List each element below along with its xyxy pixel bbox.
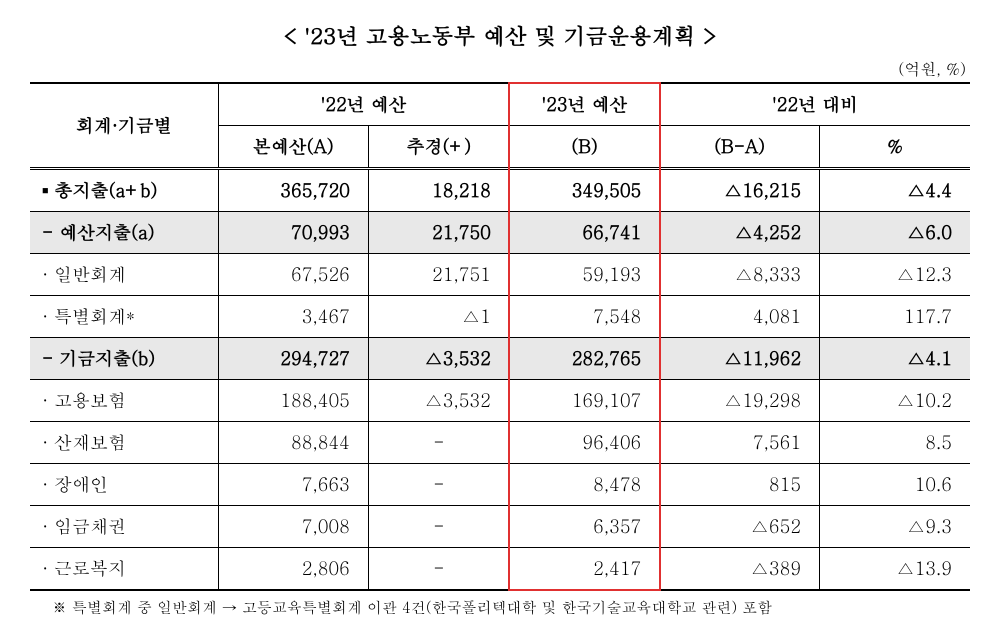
cell-delta: △11,962 [660, 338, 820, 380]
row-label: · 산재보험 [30, 422, 218, 464]
cell-delta: △389 [660, 548, 820, 591]
budget-table: 회계·기금별 '22년 예산 '23년 예산 '22년 대비 본예산(A) 추경… [30, 82, 970, 591]
cell-23b: 7,548 [509, 296, 659, 338]
footnote: ※ 특별회계 중 일반회계 → 고등교육특별회계 이관 4건(한국폴리텍대학 및… [30, 597, 970, 618]
cell-delta: △4,252 [660, 212, 820, 254]
cell-pct: 8.5 [820, 422, 970, 464]
cell-delta: 815 [660, 464, 820, 506]
cell-23b: 8,478 [509, 464, 659, 506]
row-label: - 예산지출(a) [30, 212, 218, 254]
cell-pct: △13.9 [820, 548, 970, 591]
cell-22plus: 18,218 [368, 169, 509, 212]
cell-pct: △12.3 [820, 254, 970, 296]
cell-pct: △6.0 [820, 212, 970, 254]
cell-22a: 70,993 [218, 212, 368, 254]
table-row: - 기금지출(b)294,727△3,532282,765△11,962△4.1 [30, 338, 970, 380]
cell-22a: 88,844 [218, 422, 368, 464]
cell-23b: 96,406 [509, 422, 659, 464]
table-row: · 일반회계67,52621,75159,193△8,333△12.3 [30, 254, 970, 296]
table-row: · 장애인7,663-8,47881510.6 [30, 464, 970, 506]
cell-22plus: - [368, 506, 509, 548]
row-label: · 임금채권 [30, 506, 218, 548]
cell-22plus: △3,532 [368, 338, 509, 380]
header-col-23b: (B) [509, 126, 659, 169]
cell-pct: 117.7 [820, 296, 970, 338]
cell-pct: △4.1 [820, 338, 970, 380]
cell-delta: 4,081 [660, 296, 820, 338]
cell-23b: 169,107 [509, 380, 659, 422]
cell-22plus: 21,751 [368, 254, 509, 296]
row-label: · 고용보험 [30, 380, 218, 422]
table-wrapper: 회계·기금별 '22년 예산 '23년 예산 '22년 대비 본예산(A) 추경… [30, 82, 970, 591]
cell-22plus: △1 [368, 296, 509, 338]
cell-delta: △19,298 [660, 380, 820, 422]
table-row: - 예산지출(a)70,99321,75066,741△4,252△6.0 [30, 212, 970, 254]
table-row: · 근로복지2,806-2,417△389△13.9 [30, 548, 970, 591]
cell-23b: 349,505 [509, 169, 659, 212]
table-row: · 고용보험188,405△3,532169,107△19,298△10.2 [30, 380, 970, 422]
cell-22a: 3,467 [218, 296, 368, 338]
header-group-22: '22년 예산 [218, 83, 509, 126]
cell-delta: △16,215 [660, 169, 820, 212]
row-label: · 근로복지 [30, 548, 218, 591]
cell-pct: △10.2 [820, 380, 970, 422]
header-group-delta: '22년 대비 [660, 83, 970, 126]
cell-delta: △8,333 [660, 254, 820, 296]
cell-22a: 294,727 [218, 338, 368, 380]
cell-22a: 7,008 [218, 506, 368, 548]
cell-23b: 2,417 [509, 548, 659, 591]
header-col-pct: % [820, 126, 970, 169]
cell-22plus: △3,532 [368, 380, 509, 422]
cell-22plus: - [368, 422, 509, 464]
table-row: · 특별회계*3,467△17,5484,081117.7 [30, 296, 970, 338]
row-label: · 특별회계* [30, 296, 218, 338]
table-row: · 임금채권7,008-6,357△652△9.3 [30, 506, 970, 548]
cell-22a: 67,526 [218, 254, 368, 296]
cell-22a: 2,806 [218, 548, 368, 591]
cell-22plus: - [368, 548, 509, 591]
cell-22a: 365,720 [218, 169, 368, 212]
cell-23b: 6,357 [509, 506, 659, 548]
row-label: · 일반회계 [30, 254, 218, 296]
table-row: · 산재보험88,844-96,4067,5618.5 [30, 422, 970, 464]
cell-delta: △652 [660, 506, 820, 548]
unit-label: (억원, %) [30, 57, 970, 80]
cell-23b: 282,765 [509, 338, 659, 380]
header-group-23: '23년 예산 [509, 83, 659, 126]
header-col-22plus: 추경(+) [368, 126, 509, 169]
header-col-22a: 본예산(A) [218, 126, 368, 169]
cell-23b: 59,193 [509, 254, 659, 296]
cell-22a: 188,405 [218, 380, 368, 422]
header-col-delta: (B-A) [660, 126, 820, 169]
cell-23b: 66,741 [509, 212, 659, 254]
cell-delta: 7,561 [660, 422, 820, 464]
row-label: ▪ 총지출(a+b) [30, 169, 218, 212]
cell-pct: △9.3 [820, 506, 970, 548]
cell-22plus: - [368, 464, 509, 506]
row-label: · 장애인 [30, 464, 218, 506]
row-label: - 기금지출(b) [30, 338, 218, 380]
cell-pct: △4.4 [820, 169, 970, 212]
cell-22plus: 21,750 [368, 212, 509, 254]
cell-pct: 10.6 [820, 464, 970, 506]
table-body: ▪ 총지출(a+b)365,72018,218349,505△16,215△4.… [30, 169, 970, 591]
cell-22a: 7,663 [218, 464, 368, 506]
table-row: ▪ 총지출(a+b)365,72018,218349,505△16,215△4.… [30, 169, 970, 212]
page-title: < '23년 고용노동부 예산 및 기금운용계획 > [30, 20, 970, 51]
header-rowlabel: 회계·기금별 [30, 83, 218, 169]
